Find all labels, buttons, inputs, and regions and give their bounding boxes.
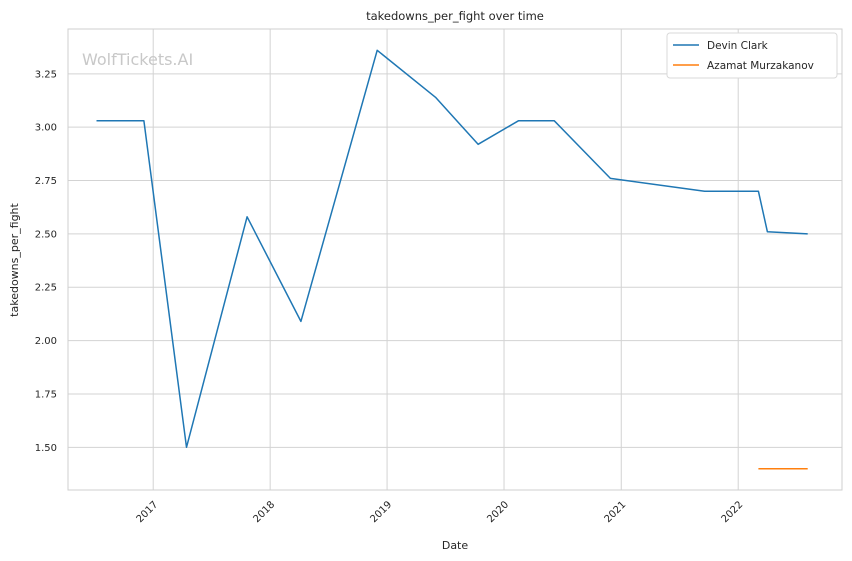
y-tick-label: 2.75: [35, 176, 57, 187]
chart-title: takedowns_per_fight over time: [366, 9, 544, 23]
series-lines: [96, 49, 808, 470]
legend: Devin Clark Azamat Murzakanov: [666, 32, 838, 79]
x-tick-labels: 2017 2018 2019 2020 2021 2022: [135, 499, 746, 525]
x-tick-label: 2021: [603, 499, 629, 525]
x-tick-label: 2020: [485, 499, 511, 525]
legend-entry-label: Devin Clark: [707, 40, 769, 52]
y-gridlines: [68, 73, 842, 448]
x-tick-label: 2019: [368, 499, 394, 525]
y-axis-label: takedowns_per_fight: [8, 202, 21, 316]
y-tick-label: 1.75: [35, 389, 57, 400]
y-tick-label: 3.25: [35, 69, 57, 80]
x-tick-label: 2017: [135, 499, 161, 525]
y-tick-label: 3.00: [35, 123, 57, 134]
y-tick-label: 2.50: [35, 229, 57, 240]
x-tick-label: 2022: [720, 499, 746, 525]
plot-area-frame: [67, 28, 843, 491]
series-line-0: [96, 49, 808, 449]
y-tick-labels: 1.50 1.75 2.00 2.25 2.50 2.75 3.00 3.25: [35, 69, 57, 453]
y-tick-label: 2.00: [35, 336, 57, 347]
watermark-text: WolfTickets.AI: [82, 50, 193, 69]
y-tick-label: 2.25: [35, 283, 57, 294]
x-axis-label: Date: [442, 539, 469, 552]
y-tick-label: 1.50: [35, 443, 57, 454]
x-tick-label: 2018: [251, 499, 277, 525]
legend-box: [666, 32, 838, 79]
legend-entry-label: Azamat Murzakanov: [707, 60, 814, 72]
x-gridlines: [152, 29, 739, 490]
